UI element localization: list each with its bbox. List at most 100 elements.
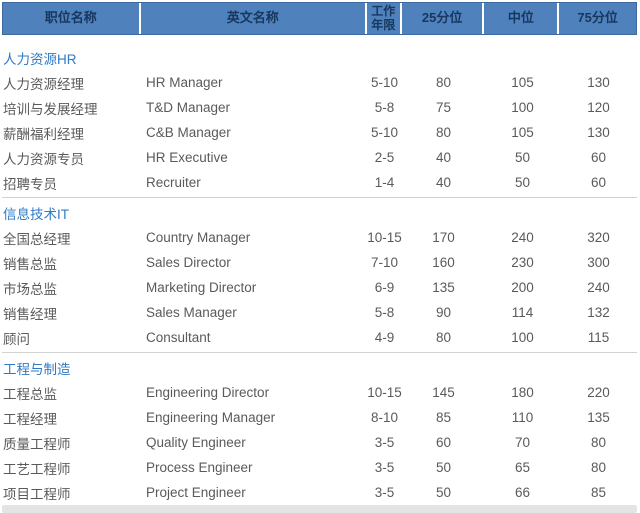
work-years: 1-4 xyxy=(374,175,395,190)
table-row: 人力资源经理 HR Manager 5-10 80 105 130 xyxy=(2,70,637,95)
median-value: 50 xyxy=(514,175,531,190)
p25-value: 80 xyxy=(435,330,452,345)
median-value: 50 xyxy=(514,150,531,165)
job-title-en: Project Engineer xyxy=(146,485,246,500)
p75-value: 60 xyxy=(590,150,607,165)
job-title-cn: 人力资源专员 xyxy=(3,151,84,167)
job-title-cn: 销售总监 xyxy=(3,256,57,272)
job-title-cn: 工艺工程师 xyxy=(3,461,71,477)
p25-value: 60 xyxy=(435,435,452,450)
p25-value: 40 xyxy=(435,150,452,165)
median-value: 65 xyxy=(514,460,531,475)
table-row: 项目工程师 Project Engineer 3-5 50 66 85 xyxy=(2,480,637,505)
column-header-p75: 75分位 xyxy=(577,10,618,26)
p25-value: 90 xyxy=(435,305,452,320)
median-value: 100 xyxy=(511,330,534,345)
bottom-divider-bar xyxy=(2,505,637,513)
job-title-en: Marketing Director xyxy=(146,280,257,295)
p25-value: 80 xyxy=(435,75,452,90)
p25-value: 160 xyxy=(432,255,455,270)
work-years: 5-8 xyxy=(374,100,395,115)
table-row: 招聘专员 Recruiter 1-4 40 50 60 xyxy=(2,170,637,195)
table-row: 工程经理 Engineering Manager 8-10 85 110 135 xyxy=(2,405,637,430)
job-title-en: Country Manager xyxy=(146,230,251,245)
job-title-en: Sales Manager xyxy=(146,305,237,320)
table-row: 培训与发展经理 T&D Manager 5-8 75 100 120 xyxy=(2,95,637,120)
median-value: 230 xyxy=(511,255,534,270)
median-value: 114 xyxy=(511,305,534,320)
job-title-en: Process Engineer xyxy=(146,460,253,475)
section-title: 信息技术IT xyxy=(3,206,69,222)
work-years: 6-9 xyxy=(374,280,395,295)
median-value: 100 xyxy=(511,100,534,115)
column-header-p25: 25分位 xyxy=(402,3,485,34)
job-title-cn: 工程经理 xyxy=(3,411,57,427)
job-title-cn: 人力资源经理 xyxy=(3,76,84,92)
job-title-cn: 项目工程师 xyxy=(3,486,71,502)
column-header-english-name: 英文名称 xyxy=(141,3,367,34)
work-years: 5-8 xyxy=(374,305,395,320)
p25-value: 50 xyxy=(435,460,452,475)
p75-value: 320 xyxy=(587,230,610,245)
median-value: 240 xyxy=(511,230,534,245)
p25-value: 75 xyxy=(435,100,452,115)
job-title-en: Sales Director xyxy=(146,255,231,270)
job-title-cn: 全国总经理 xyxy=(3,231,71,247)
p75-value: 120 xyxy=(587,100,610,115)
work-years: 8-10 xyxy=(370,410,399,425)
job-title-cn: 销售经理 xyxy=(3,306,57,322)
job-title-cn: 工程总监 xyxy=(3,386,57,402)
column-header-work-years: 工作年限 xyxy=(367,3,402,34)
table-row: 全国总经理 Country Manager 10-15 170 240 320 xyxy=(2,225,637,250)
table-section: 人力资源HR 人力资源经理 HR Manager 5-10 80 105 130 培训与发展经… xyxy=(2,45,637,195)
p75-value: 132 xyxy=(587,305,610,320)
p25-value: 50 xyxy=(435,485,452,500)
job-title-en: T&D Manager xyxy=(146,100,231,115)
table-row: 工程总监 Engineering Director 10-15 145 180 220 xyxy=(2,380,637,405)
table-row: 质量工程师 Quality Engineer 3-5 60 70 80 xyxy=(2,430,637,455)
table-section: 工程与制造工程总监 Engineering Director 10-15 145 180… xyxy=(2,352,637,505)
job-title-en: Consultant xyxy=(146,330,211,345)
p75-value: 60 xyxy=(590,175,607,190)
median-value: 105 xyxy=(511,125,534,140)
table-row: 顾问 Consultant 4-9 80 100 115 xyxy=(2,325,637,350)
section-title: 工程与制造 xyxy=(3,361,71,377)
table-header-row: 职位名称 英文名称 工作年限 25分位 中位 75分位 xyxy=(2,2,637,35)
p75-value: 220 xyxy=(587,385,610,400)
work-years: 2-5 xyxy=(374,150,395,165)
work-years: 10-15 xyxy=(367,230,402,245)
work-years: 7-10 xyxy=(370,255,399,270)
work-years: 3-5 xyxy=(374,485,395,500)
job-title-cn: 质量工程师 xyxy=(3,436,71,452)
work-years: 3-5 xyxy=(374,460,395,475)
p25-value: 135 xyxy=(432,280,455,295)
job-title-cn: 培训与发展经理 xyxy=(3,101,98,117)
p75-value: 135 xyxy=(587,410,610,425)
table-row: 薪酬福利经理 C&B Manager 5-10 80 105 130 xyxy=(2,120,637,145)
table-row: 人力资源专员 HR Executive 2-5 40 50 60 xyxy=(2,145,637,170)
p75-value: 80 xyxy=(590,435,607,450)
job-title-cn: 顾问 xyxy=(3,331,30,347)
job-title-cn: 市场总监 xyxy=(3,281,57,297)
p75-value: 130 xyxy=(587,125,610,140)
median-value: 66 xyxy=(514,485,531,500)
work-years: 3-5 xyxy=(374,435,395,450)
job-title-en: Recruiter xyxy=(146,175,201,190)
job-title-en: C&B Manager xyxy=(146,125,231,140)
median-value: 110 xyxy=(511,410,534,425)
p75-value: 240 xyxy=(587,280,610,295)
median-value: 105 xyxy=(511,75,534,90)
table-section: 信息技术IT 全国总经理 Country Manager 10-15 170 240 320… xyxy=(2,197,637,350)
p75-value: 115 xyxy=(587,330,610,345)
table-row: 销售总监 Sales Director 7-10 160 230 300 xyxy=(2,250,637,275)
job-title-cn: 薪酬福利经理 xyxy=(3,126,84,142)
section-title: 人力资源HR xyxy=(3,51,77,67)
p25-value: 40 xyxy=(435,175,452,190)
p25-value: 80 xyxy=(435,125,452,140)
job-title-en: Engineering Manager xyxy=(146,410,276,425)
job-title-en: HR Executive xyxy=(146,150,228,165)
p75-value: 130 xyxy=(587,75,610,90)
table-row: 市场总监 Marketing Director 6-9 135 200 240 xyxy=(2,275,637,300)
work-years: 5-10 xyxy=(370,75,399,90)
